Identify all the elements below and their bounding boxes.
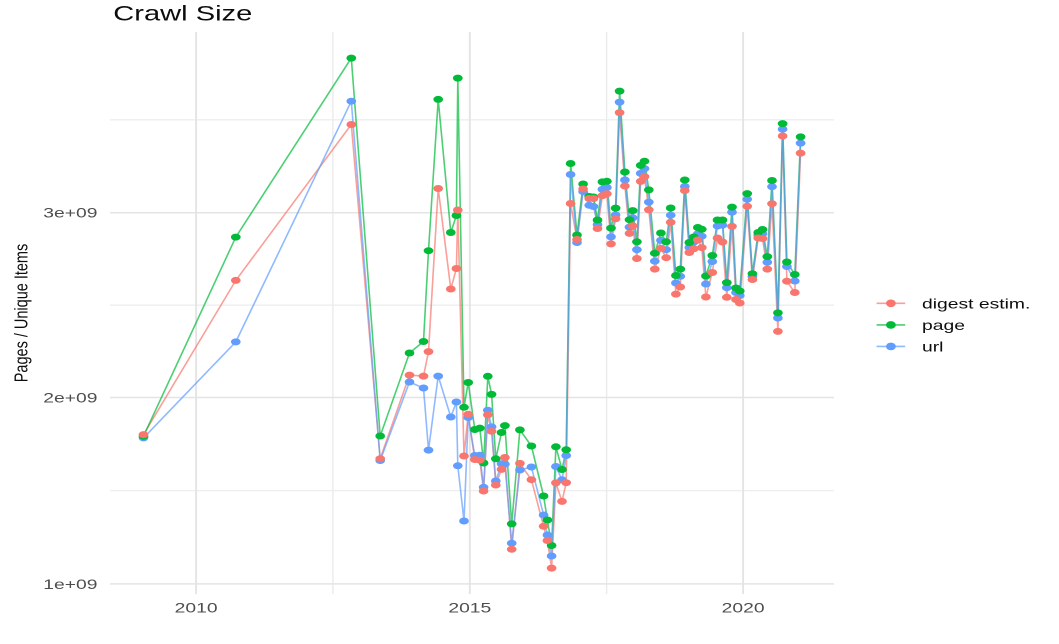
svg-text:page: page (922, 317, 965, 333)
svg-text:Crawl Size: Crawl Size (113, 2, 252, 25)
svg-text:2010: 2010 (175, 600, 218, 616)
svg-text:digest estim.: digest estim. (922, 296, 1030, 312)
svg-text:2e+09: 2e+09 (43, 390, 97, 406)
svg-text:3e+09: 3e+09 (43, 205, 97, 221)
svg-text:url: url (922, 339, 943, 355)
svg-text:1e+09: 1e+09 (43, 576, 97, 592)
svg-text:2020: 2020 (722, 600, 765, 616)
svg-text:2015: 2015 (448, 600, 491, 616)
svg-text:Pages / Unique Items: Pages / Unique Items (11, 244, 32, 382)
